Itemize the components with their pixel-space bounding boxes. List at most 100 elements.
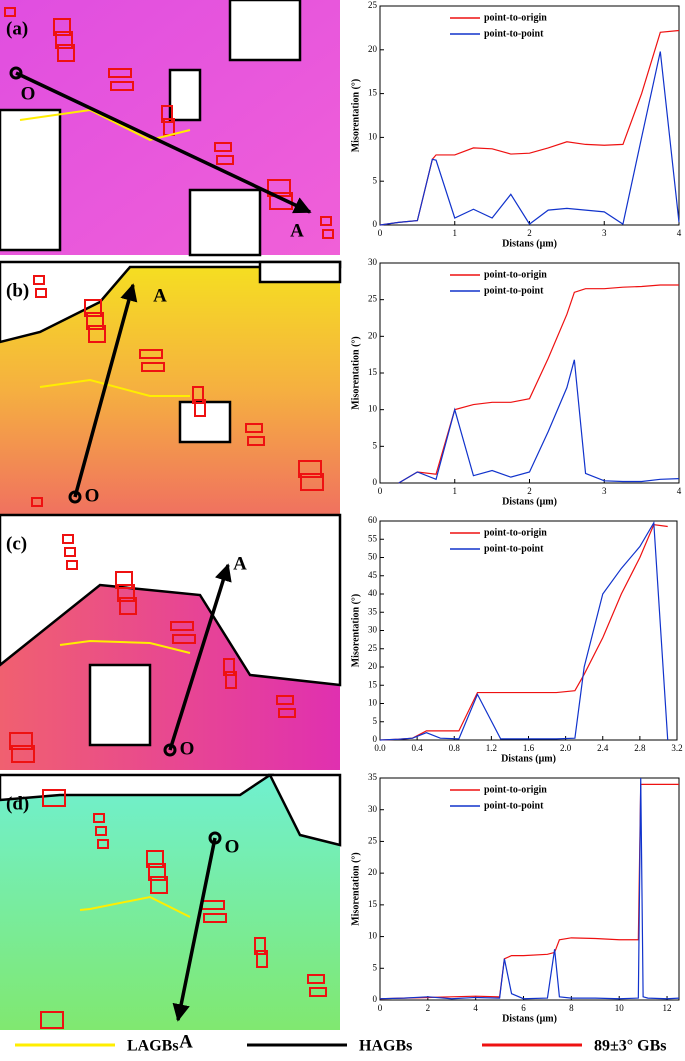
twin-boundary <box>256 950 268 968</box>
y-tick-label: 15 <box>368 367 378 377</box>
origin-label: O <box>21 83 36 104</box>
end-label: A <box>290 220 304 241</box>
map-background <box>0 775 340 1030</box>
y-tick-label: 25 <box>368 643 378 653</box>
twin-boundary <box>254 937 266 955</box>
x-tick-label: 4 <box>473 1003 478 1013</box>
origin-point <box>68 490 82 504</box>
x-tick-label: 0 <box>378 486 383 496</box>
twin-boundary <box>84 299 102 317</box>
y-tick-label: 5 <box>373 175 378 185</box>
y-tick-label: 30 <box>368 257 378 267</box>
x-tick-label: 3 <box>602 228 607 238</box>
misorientation-arrow <box>168 563 232 751</box>
data-line <box>379 29 680 226</box>
y-tick-label: 10 <box>368 698 378 708</box>
x-tick-label: 2 <box>527 228 532 238</box>
x-tick-label: 2 <box>426 1003 431 1013</box>
twin-boundary <box>161 105 173 123</box>
origin-point <box>9 66 23 80</box>
twin-boundary <box>148 863 166 881</box>
legend-label: point-to-origin <box>484 12 547 23</box>
panel-label: (b) <box>6 280 29 301</box>
twin-boundary <box>93 813 105 823</box>
legend-label: point-to-point <box>484 543 544 554</box>
low-angle-boundary <box>79 895 191 918</box>
twin-boundary <box>115 571 133 589</box>
twin-boundary <box>4 7 16 17</box>
low-angle-boundary <box>19 108 191 142</box>
y-axis-label: Misorentation (°) <box>350 336 361 410</box>
twin-boundary <box>170 621 194 631</box>
y-tick-label: 30 <box>368 804 378 814</box>
twin-boundary <box>88 325 106 343</box>
twin-boundary <box>97 839 109 849</box>
x-tick-label: 8 <box>569 1003 574 1013</box>
x-tick-label: 2.8 <box>634 743 646 753</box>
panel-label: (c) <box>6 533 27 554</box>
panel-label: (d) <box>6 793 29 814</box>
legend-label: LAGBs <box>127 1038 179 1055</box>
x-tick-label: 12 <box>663 1003 672 1013</box>
y-tick-label: 20 <box>368 330 378 340</box>
map-white-region <box>0 513 342 687</box>
y-tick-label: 5 <box>373 440 378 450</box>
x-tick-label: 10 <box>615 1003 625 1013</box>
twin-boundary <box>223 658 235 676</box>
twin-boundary <box>203 913 227 923</box>
y-tick-label: 0 <box>373 219 378 229</box>
map-white-region <box>168 68 202 122</box>
twin-boundary <box>214 142 232 152</box>
ebsd-map: O A (a) <box>0 0 340 257</box>
ebsd-map: O A (b) <box>0 260 342 517</box>
y-tick-label: 20 <box>368 661 378 671</box>
x-tick-label: 4 <box>677 228 682 238</box>
x-tick-label: 0.0 <box>374 743 386 753</box>
legend-label: HAGBs <box>359 1038 412 1055</box>
map-white-region <box>0 108 62 252</box>
twin-boundary <box>276 695 294 705</box>
twin-boundary <box>245 423 263 433</box>
data-line <box>379 520 669 741</box>
y-tick-label: 25 <box>368 0 378 10</box>
data-line <box>379 777 680 1000</box>
twin-boundary <box>225 671 237 689</box>
twin-boundary <box>57 44 75 62</box>
x-tick-label: 2 <box>527 486 532 496</box>
y-tick-label: 40 <box>368 588 378 598</box>
y-tick-label: 0 <box>373 734 378 744</box>
twin-boundary <box>11 745 35 763</box>
twin-boundary <box>86 312 104 330</box>
y-tick-label: 35 <box>368 772 378 782</box>
y-tick-label: 20 <box>368 44 378 54</box>
origin-point <box>163 743 177 757</box>
origin-label: O <box>225 836 240 857</box>
map-white-region <box>258 260 342 284</box>
x-tick-label: 0.4 <box>412 743 424 753</box>
data-line <box>379 51 680 226</box>
twin-boundary <box>298 460 322 478</box>
twin-boundary <box>40 1011 64 1029</box>
y-tick-label: 25 <box>368 835 378 845</box>
y-tick-label: 15 <box>368 679 378 689</box>
end-label: A <box>153 285 167 306</box>
twin-boundary <box>53 18 71 36</box>
x-tick-label: 1 <box>453 486 458 496</box>
y-tick-label: 25 <box>368 294 378 304</box>
end-label: A <box>233 553 247 574</box>
end-label: A <box>179 1031 193 1052</box>
twin-boundary <box>192 386 204 404</box>
x-tick-label: 0 <box>378 1003 383 1013</box>
misorientation-arrow <box>172 837 217 1022</box>
y-tick-label: 0 <box>373 994 378 1004</box>
twin-boundary <box>194 399 206 417</box>
x-tick-label: 4 <box>677 486 682 496</box>
map-white-region <box>0 773 275 802</box>
x-tick-label: 1.2 <box>486 743 497 753</box>
origin-label: O <box>85 485 100 506</box>
y-tick-label: 35 <box>368 606 378 616</box>
legend-label: 89±3° GBs <box>594 1038 667 1055</box>
x-tick-label: 3 <box>602 486 607 496</box>
y-tick-label: 15 <box>368 88 378 98</box>
twin-boundary <box>300 473 324 491</box>
